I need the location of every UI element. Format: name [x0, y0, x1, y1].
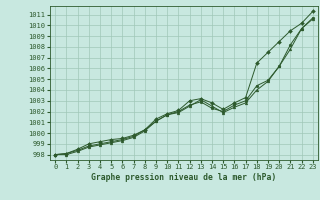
X-axis label: Graphe pression niveau de la mer (hPa): Graphe pression niveau de la mer (hPa) [92, 173, 276, 182]
